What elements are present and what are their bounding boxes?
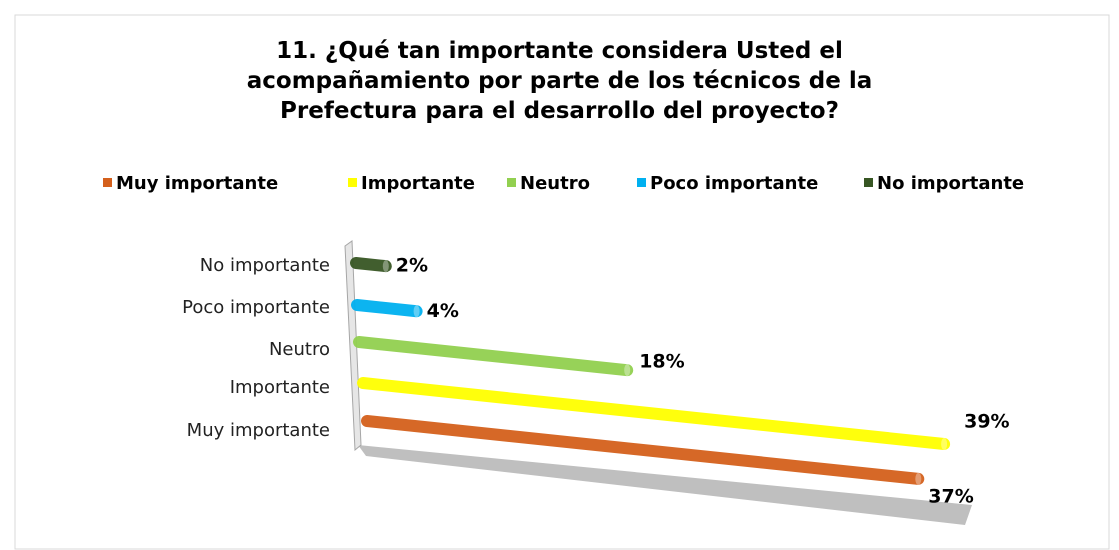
wall	[344, 240, 362, 452]
chart-title: 11. ¿Qué tan importante considera Usted …	[246, 38, 873, 124]
legend-swatch	[507, 178, 516, 187]
value-label: 2%	[396, 255, 428, 277]
bar-end	[915, 472, 922, 485]
value-label: 4%	[427, 300, 459, 322]
value-label: 39%	[964, 411, 1009, 433]
bar	[361, 415, 925, 485]
legend-label: Poco importante	[650, 173, 818, 194]
bar	[350, 257, 392, 273]
category-label: Muy importante	[187, 420, 330, 441]
bar-end	[941, 438, 948, 451]
legend-swatch	[637, 178, 646, 187]
bar-end	[624, 364, 631, 377]
value-label: 37%	[928, 485, 973, 507]
legend-swatch	[103, 178, 112, 187]
legend-label: Neutro	[520, 173, 590, 194]
floor	[358, 445, 972, 525]
category-label: Neutro	[269, 339, 330, 360]
bar	[351, 299, 423, 318]
bar-end	[382, 260, 389, 273]
frame	[14, 14, 1110, 550]
bar	[357, 377, 951, 451]
bar	[353, 336, 634, 377]
legend-swatch	[864, 178, 873, 187]
category-label: Importante	[230, 377, 330, 398]
legend-label: No importante	[877, 173, 1024, 194]
legend-swatch	[348, 178, 357, 187]
bar-end	[413, 305, 420, 318]
legend-label: Importante	[361, 173, 475, 194]
title-box: 11. ¿Qué tan importante considera Usted …	[0, 36, 1119, 126]
category-label: No importante	[200, 255, 330, 276]
category-label: Poco importante	[182, 297, 330, 318]
legend-label: Muy importante	[116, 173, 278, 194]
value-label: 18%	[639, 351, 684, 373]
